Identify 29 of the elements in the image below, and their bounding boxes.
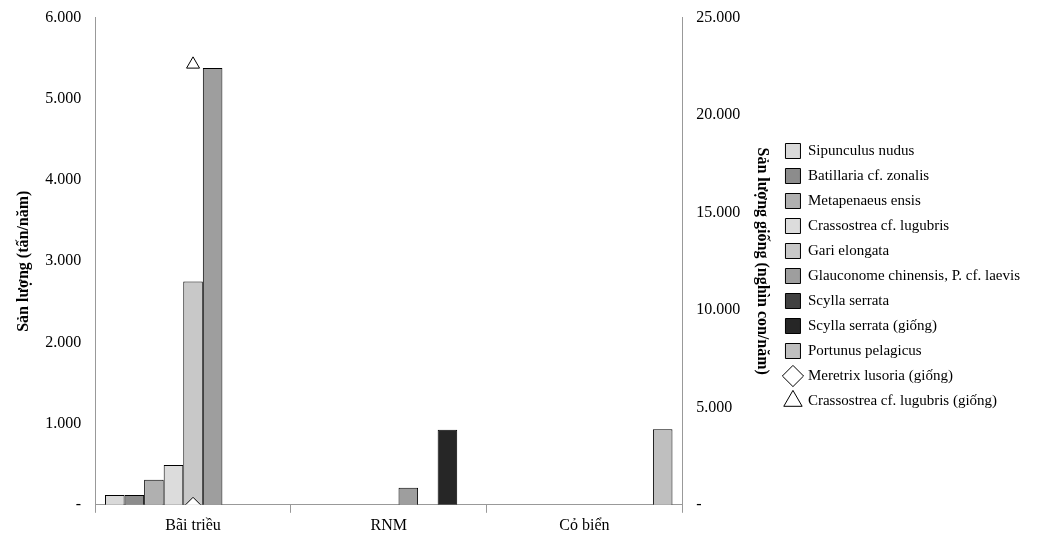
y-tick-label: 3.000 bbox=[45, 251, 82, 269]
x-tick-label: Bãi triều bbox=[165, 515, 221, 533]
y2-tick-label: 25.000 bbox=[696, 7, 741, 25]
y2-axis-title: Sản lượng giống (nghìn con/năm) bbox=[753, 147, 772, 375]
y2-tick-label: 20.000 bbox=[696, 105, 741, 123]
y-tick-label: 4.000 bbox=[45, 170, 82, 188]
y-tick-label: 6.000 bbox=[45, 7, 82, 25]
y2-tick-label: - bbox=[696, 495, 702, 512]
x-tick-label: Cỏ biển bbox=[559, 515, 610, 533]
y2-tick-label: 15.000 bbox=[696, 202, 741, 220]
legend-label: Crassostrea cf. lugubris (giống) bbox=[807, 391, 998, 409]
y-tick-label: - bbox=[75, 495, 82, 512]
y-tick-label: 1.000 bbox=[45, 413, 82, 431]
y2-tick-label: 5.000 bbox=[696, 397, 733, 415]
legend-label: Meretrix lusoria (giống) bbox=[807, 366, 953, 384]
y2-tick-label: 10.000 bbox=[696, 300, 741, 318]
legend-label: Batillaria cf. zonalis bbox=[807, 166, 930, 183]
y-tick-label: 5.000 bbox=[45, 89, 82, 106]
legend-label: Glauconome chinensis, P. cf. laevis bbox=[807, 266, 1021, 283]
legend-label: Sipunculus nudus bbox=[807, 141, 915, 158]
legend-label: Metapenaeus ensis bbox=[807, 191, 922, 208]
legend-label: Scylla serrata (giống) bbox=[807, 316, 938, 334]
legend-label: Gari elongata bbox=[807, 241, 890, 258]
y-tick-label: 2.000 bbox=[45, 332, 82, 350]
legend-label: Crassostrea cf. lugubris bbox=[807, 216, 950, 233]
x-tick-label: RNM bbox=[370, 515, 407, 533]
y-axis-title: Sản lượng (tấn/năm) bbox=[13, 190, 32, 332]
legend-label: Scylla serrata bbox=[807, 291, 890, 308]
legend-label: Portunus pelagicus bbox=[807, 341, 922, 358]
